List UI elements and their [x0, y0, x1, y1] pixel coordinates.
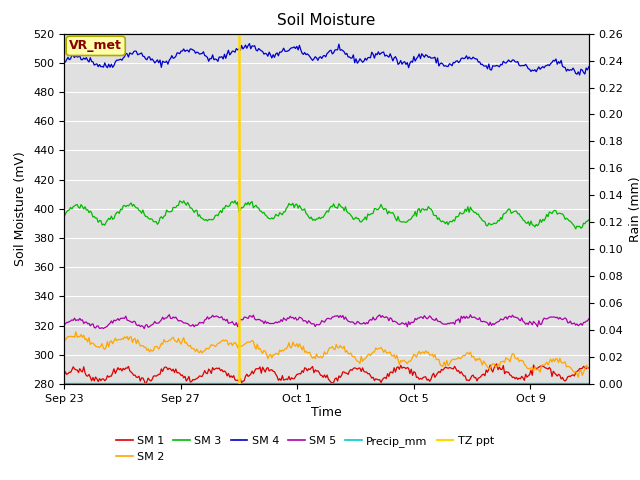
SM 4 [246, 41, 253, 47]
Title: Soil Moisture: Soil Moisture [277, 13, 376, 28]
SM 2 [443, 358, 451, 363]
SM 4 [392, 54, 399, 60]
Precip_mm [439, 380, 447, 385]
SM 3 [269, 216, 277, 222]
SM 5 [234, 324, 241, 330]
SM 3 [231, 198, 239, 204]
SM 2 [60, 337, 68, 343]
SM 4 [269, 52, 277, 58]
SM 3 [443, 219, 451, 225]
SM 5 [393, 320, 401, 325]
SM 2 [125, 337, 132, 343]
SM 4 [440, 63, 448, 69]
SM 1 [60, 372, 68, 378]
Line: SM 4: SM 4 [64, 44, 589, 75]
SM 5 [124, 317, 131, 323]
SM 4 [443, 63, 451, 69]
SM 1 [443, 365, 451, 371]
SM 5 [442, 321, 449, 327]
Line: SM 1: SM 1 [64, 364, 589, 384]
SM 1 [269, 368, 277, 374]
SM 1 [392, 369, 399, 375]
SM 2 [72, 329, 79, 335]
SM 1 [440, 366, 448, 372]
SM 5 [271, 320, 278, 326]
Precip_mm [231, 380, 239, 385]
SM 1 [124, 365, 131, 371]
SM 4 [585, 64, 593, 70]
Legend: SM 1, SM 2, SM 3, SM 4, SM 5, Precip_mm, TZ ppt: SM 1, SM 2, SM 3, SM 4, SM 5, Precip_mm,… [111, 432, 499, 466]
X-axis label: Time: Time [311, 407, 342, 420]
SM 5 [60, 320, 68, 326]
SM 5 [444, 320, 452, 326]
Precip_mm [390, 380, 398, 385]
SM 3 [392, 216, 399, 221]
Precip_mm [268, 380, 276, 385]
SM 1 [493, 361, 500, 367]
Precip_mm [124, 380, 131, 385]
Precip_mm [442, 380, 449, 385]
Text: VR_met: VR_met [69, 39, 122, 52]
SM 2 [269, 352, 277, 358]
SM 3 [60, 214, 68, 220]
Precip_mm [585, 380, 593, 385]
SM 2 [392, 356, 399, 361]
Precip_mm [60, 380, 68, 385]
SM 5 [165, 312, 173, 318]
SM 4 [60, 59, 68, 65]
SM 4 [124, 51, 131, 57]
Line: SM 5: SM 5 [64, 315, 589, 329]
SM 1 [141, 382, 149, 387]
SM 2 [232, 341, 240, 347]
SM 2 [585, 365, 593, 371]
SM 3 [585, 217, 593, 223]
SM 3 [124, 203, 131, 208]
SM 3 [232, 201, 240, 207]
SM 4 [231, 49, 239, 55]
SM 5 [585, 316, 593, 322]
Y-axis label: Rain (mm): Rain (mm) [629, 176, 640, 241]
SM 1 [232, 378, 240, 384]
SM 2 [575, 374, 582, 380]
SM 1 [585, 365, 593, 371]
SM 3 [440, 219, 448, 225]
SM 3 [572, 226, 579, 232]
Line: SM 3: SM 3 [64, 201, 589, 229]
SM 2 [440, 359, 448, 365]
Y-axis label: Soil Moisture (mV): Soil Moisture (mV) [15, 151, 28, 266]
SM 4 [576, 72, 584, 78]
Line: SM 2: SM 2 [64, 332, 589, 377]
SM 5 [140, 326, 148, 332]
